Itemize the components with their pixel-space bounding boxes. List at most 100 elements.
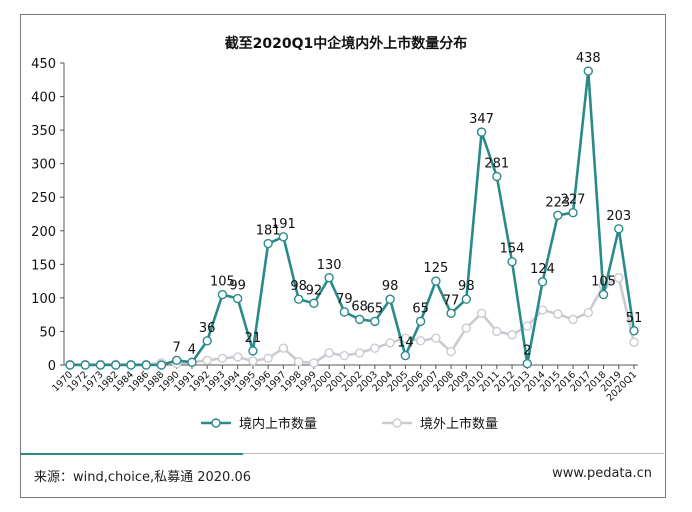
data-label: 281 xyxy=(484,156,509,171)
y-tick-label: 450 xyxy=(31,57,56,72)
data-point-overseas xyxy=(461,323,472,333)
data-label: 98 xyxy=(290,279,307,294)
data-label: 2 xyxy=(523,344,531,359)
data-point-domestic xyxy=(461,294,472,304)
data-point-overseas xyxy=(522,321,532,331)
legend-label: 境外上市数量 xyxy=(420,416,498,432)
data-point-domestic xyxy=(126,360,136,370)
data-label: 36 xyxy=(199,321,216,336)
data-label: 4 xyxy=(188,342,196,357)
data-label: 21 xyxy=(245,331,262,346)
y-tick-label: 200 xyxy=(31,225,56,240)
data-point-domestic xyxy=(385,294,395,304)
data-point-domestic xyxy=(111,360,121,370)
data-label: 7 xyxy=(173,340,181,355)
data-point-overseas xyxy=(446,346,456,357)
data-point-domestic xyxy=(141,360,151,370)
source-note: 来源：wind,choice,私募通 2020.06 xyxy=(34,470,251,485)
series-line-domestic xyxy=(70,69,636,367)
data-point-domestic xyxy=(446,308,456,319)
chart-title: 截至2020Q1中企境内外上市数量分布 xyxy=(225,35,468,52)
footer-accent-bar xyxy=(21,453,243,455)
data-point-domestic xyxy=(95,360,106,370)
data-point-overseas xyxy=(354,348,365,358)
y-tick-label: 250 xyxy=(31,191,56,206)
data-point-overseas xyxy=(385,338,395,348)
data-label: 98 xyxy=(382,279,399,294)
data-point-domestic xyxy=(202,336,212,346)
data-point-overseas xyxy=(476,308,487,319)
data-point-domestic xyxy=(156,360,167,370)
data-point-domestic xyxy=(598,289,609,300)
data-point-overseas xyxy=(568,314,578,325)
data-label: 154 xyxy=(500,242,525,257)
data-point-domestic xyxy=(232,293,243,304)
data-point-domestic xyxy=(492,171,502,182)
data-point-domestic xyxy=(217,289,228,300)
data-point-domestic xyxy=(629,326,639,336)
data-point-overseas xyxy=(278,343,289,353)
data-point-overseas xyxy=(202,355,212,366)
y-tick-label: 50 xyxy=(39,325,56,340)
data-point-overseas xyxy=(553,309,563,319)
series-line-overseas xyxy=(70,276,636,366)
data-point-domestic xyxy=(507,256,517,267)
data-label: 125 xyxy=(423,261,448,276)
legend: 境内上市数量 境外上市数量 xyxy=(201,416,498,432)
data-point-overseas xyxy=(431,333,441,343)
data-point-overseas xyxy=(324,348,334,358)
data-label: 92 xyxy=(306,283,323,298)
data-label: 203 xyxy=(606,209,631,224)
data-point-overseas xyxy=(537,305,548,315)
y-tick-label: 350 xyxy=(31,124,56,139)
footer-divider xyxy=(21,453,664,454)
data-point-domestic xyxy=(339,307,350,317)
data-label: 105 xyxy=(210,275,235,290)
data-point-overseas xyxy=(629,337,639,347)
data-point-overseas xyxy=(293,356,304,367)
data-point-domestic xyxy=(263,238,273,249)
data-point-overseas xyxy=(492,326,502,337)
data-point-domestic xyxy=(293,294,304,304)
legend-swatch-marker xyxy=(211,418,221,428)
y-tick-label: 100 xyxy=(31,292,56,307)
chart-axes: 0501001502002503003504004501970197219731… xyxy=(31,57,639,404)
data-label: 77 xyxy=(443,293,460,308)
data-label: 130 xyxy=(317,258,342,273)
data-point-domestic xyxy=(415,316,426,327)
data-label: 124 xyxy=(530,262,555,277)
data-point-domestic xyxy=(65,360,75,370)
data-point-overseas xyxy=(309,358,319,368)
data-point-overseas xyxy=(507,330,517,340)
data-point-domestic xyxy=(324,273,334,283)
data-point-domestic xyxy=(370,316,380,327)
data-point-domestic xyxy=(172,355,182,366)
data-label: 181 xyxy=(256,224,281,239)
data-point-domestic xyxy=(568,207,578,218)
data-point-domestic xyxy=(309,298,319,308)
chart-frame xyxy=(20,14,666,498)
data-point-domestic xyxy=(522,358,532,369)
data-label: 98 xyxy=(458,279,475,294)
data-label: 438 xyxy=(576,51,601,66)
data-point-overseas xyxy=(614,273,624,283)
data-label: 79 xyxy=(336,292,353,307)
data-point-overseas xyxy=(415,336,426,346)
data-point-domestic xyxy=(614,224,624,234)
data-label: 347 xyxy=(469,112,494,127)
data-label: 68 xyxy=(351,299,368,314)
data-label: 191 xyxy=(271,217,296,232)
y-tick-label: 150 xyxy=(31,258,56,273)
data-point-domestic xyxy=(354,314,365,325)
data-labels: 7 436105992118119198921307968659814651257… xyxy=(173,51,643,359)
data-point-domestic xyxy=(476,127,487,137)
legend-swatch-marker xyxy=(392,418,402,428)
data-label: 51 xyxy=(626,311,643,326)
data-point-domestic xyxy=(248,346,258,356)
site-url: www.pedata.cn xyxy=(552,466,652,481)
data-label: 105 xyxy=(591,275,616,290)
data-point-domestic xyxy=(80,360,90,370)
data-point-domestic xyxy=(553,210,563,221)
data-point-domestic xyxy=(400,350,411,361)
